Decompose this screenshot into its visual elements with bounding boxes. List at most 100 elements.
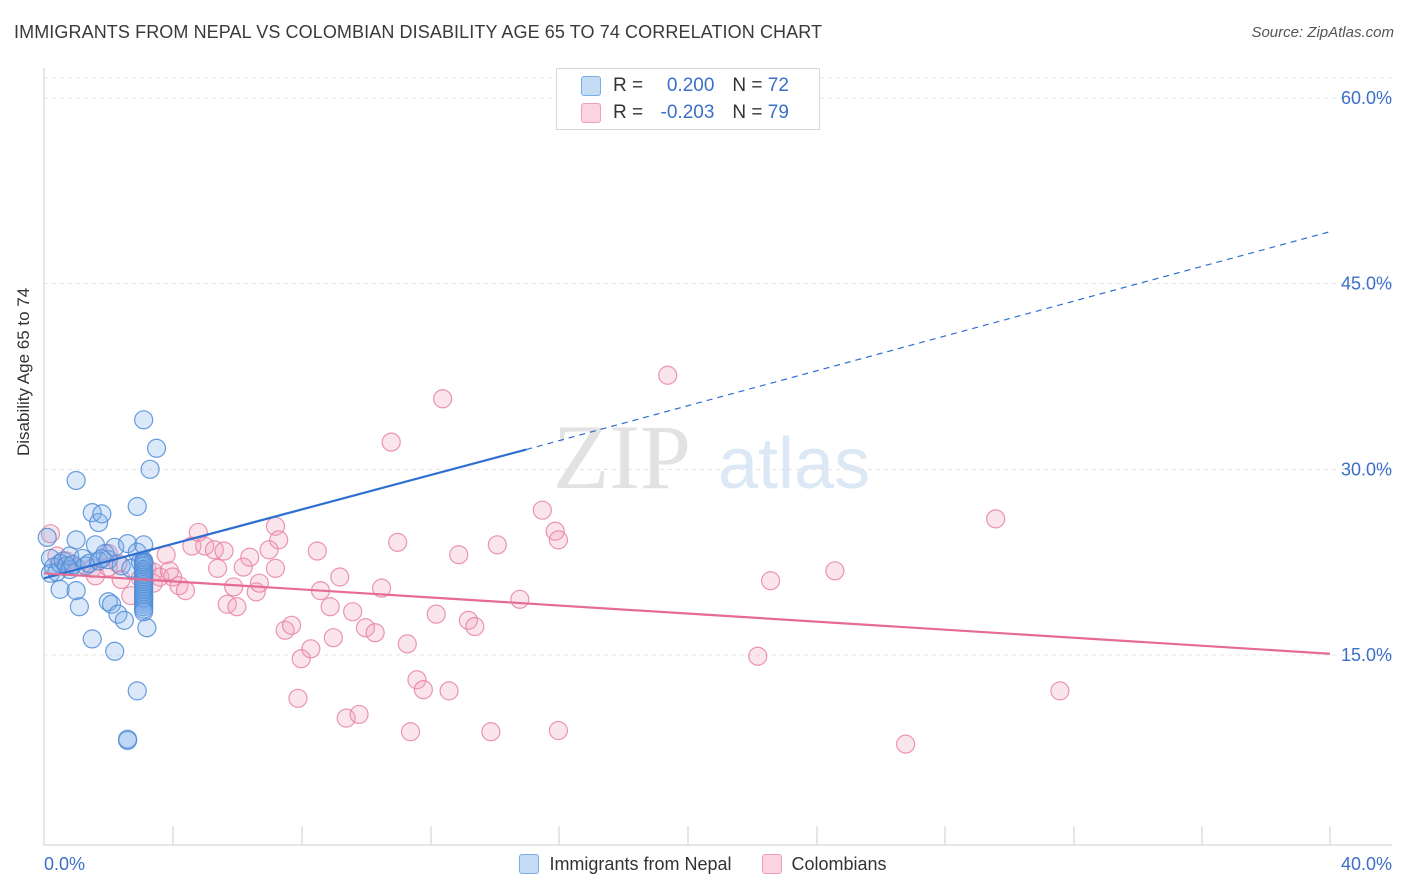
colombians-point xyxy=(825,561,845,581)
colombians-point xyxy=(281,615,302,635)
colombians-point xyxy=(233,557,253,577)
chart-title: IMMIGRANTS FROM NEPAL VS COLOMBIAN DISAB… xyxy=(14,22,823,42)
legend-label-colombians: Colombians xyxy=(791,853,887,874)
x-tick-label-min: 0.0% xyxy=(44,854,85,874)
stats-legend: R = 0.200 N = 72 R = -0.203 N = 79 xyxy=(556,68,820,130)
colombians-point xyxy=(195,536,215,556)
colombians-point xyxy=(275,620,295,640)
colombians-point xyxy=(433,389,453,409)
nepal-point xyxy=(66,530,86,550)
bottom-legend: Immigrants from Nepal Colombians xyxy=(0,850,1406,878)
watermark-zip: ZIP xyxy=(553,406,691,508)
tick-labels: 15.0% 30.0% 45.0% 60.0% 0.0% 40.0% xyxy=(44,88,1392,874)
stats-row-nepal: R = 0.200 N = 72 xyxy=(581,73,789,99)
nepal-point xyxy=(146,438,167,458)
y-tick-label: 45.0% xyxy=(1341,274,1392,294)
colombians-point xyxy=(240,547,260,567)
nepal-trend-extension xyxy=(526,231,1331,451)
colombians-point xyxy=(227,597,247,617)
colombians-point xyxy=(204,540,224,560)
legend-swatch-colombians xyxy=(761,854,782,874)
nepal-point xyxy=(92,504,112,524)
nepal-point xyxy=(37,527,57,548)
nepal-point xyxy=(105,537,125,557)
y-tick-label: 15.0% xyxy=(1341,645,1392,665)
colombians-point xyxy=(224,577,244,597)
r-value: 0.200 xyxy=(666,75,715,96)
nepal-point xyxy=(50,579,70,599)
r-label: R = xyxy=(613,102,644,123)
series-colombians xyxy=(40,365,1070,754)
nepal-point xyxy=(69,597,89,617)
legend-label-nepal: Immigrants from Nepal xyxy=(549,853,732,874)
nepal-point xyxy=(82,629,102,649)
colombians-point xyxy=(301,639,321,659)
colombians-point xyxy=(487,535,507,555)
y-tick-label: 60.0% xyxy=(1341,88,1392,108)
nepal-point xyxy=(66,470,86,491)
watermark: ZIP atlas xyxy=(553,406,870,508)
colombians-point xyxy=(208,558,228,578)
nepal-point xyxy=(82,503,102,523)
colombians-point xyxy=(323,628,343,648)
colombians-point xyxy=(748,646,768,666)
colombians-point xyxy=(320,597,340,617)
colombians-point xyxy=(214,541,234,561)
colombians-point xyxy=(532,500,552,520)
colombians-point xyxy=(397,634,417,654)
colombians-point xyxy=(400,722,421,742)
y-axis-label: Disability Age 65 to 74 xyxy=(14,287,33,456)
colombians-point xyxy=(760,571,781,591)
nepal-point xyxy=(134,410,154,430)
colombians-point xyxy=(413,680,433,700)
nepal-point xyxy=(127,681,147,701)
legend-item-colombians[interactable]: Colombians xyxy=(761,853,887,875)
nepal-point xyxy=(137,618,157,638)
colombians-point xyxy=(381,432,401,452)
legend-item-nepal[interactable]: Immigrants from Nepal xyxy=(519,853,732,875)
x-tick-label-max: 40.0% xyxy=(1341,854,1392,874)
watermark-atlas: atlas xyxy=(718,424,870,504)
n-label: N = xyxy=(732,75,763,96)
stats-row-colombians: R = -0.203 N = 79 xyxy=(581,100,789,126)
nepal-point xyxy=(117,729,138,749)
colombians-point xyxy=(349,704,369,725)
nepal-point xyxy=(127,496,147,517)
colombians-point xyxy=(465,616,485,637)
colombians-point xyxy=(249,573,270,593)
legend-swatch-nepal xyxy=(519,854,540,874)
colombians-point xyxy=(439,681,459,701)
colombians-point xyxy=(40,524,61,544)
swatch-colombians xyxy=(581,103,601,123)
colombians-point xyxy=(265,558,286,578)
nepal-point xyxy=(134,602,154,622)
swatch-nepal xyxy=(581,76,601,96)
colombians-point xyxy=(259,540,279,560)
colombians-point xyxy=(288,688,308,708)
nepal-point xyxy=(105,641,125,661)
colombians-point xyxy=(658,365,678,385)
nepal-point xyxy=(140,459,160,479)
r-value: -0.203 xyxy=(660,102,715,123)
colombians-point xyxy=(986,509,1006,529)
colombians-point xyxy=(388,532,408,552)
colombians-point xyxy=(371,578,392,598)
source-label: Source: ZipAtlas.com xyxy=(1251,24,1394,41)
colombians-point xyxy=(330,567,350,587)
nepal-point xyxy=(114,610,134,630)
colombians-point xyxy=(269,530,289,550)
nepal-point xyxy=(66,581,86,601)
colombians-point xyxy=(426,604,446,624)
colombians-point xyxy=(896,734,916,754)
colombians-point xyxy=(355,618,376,638)
colombians-point xyxy=(336,708,356,728)
colombians-point xyxy=(481,722,501,742)
colombians-point xyxy=(548,720,569,741)
trend-lines xyxy=(43,231,1331,655)
n-label: N = xyxy=(732,102,763,123)
colombians-point xyxy=(548,530,569,550)
axes xyxy=(43,68,1392,846)
colombians-point xyxy=(343,602,363,622)
colombians-point xyxy=(449,545,469,565)
